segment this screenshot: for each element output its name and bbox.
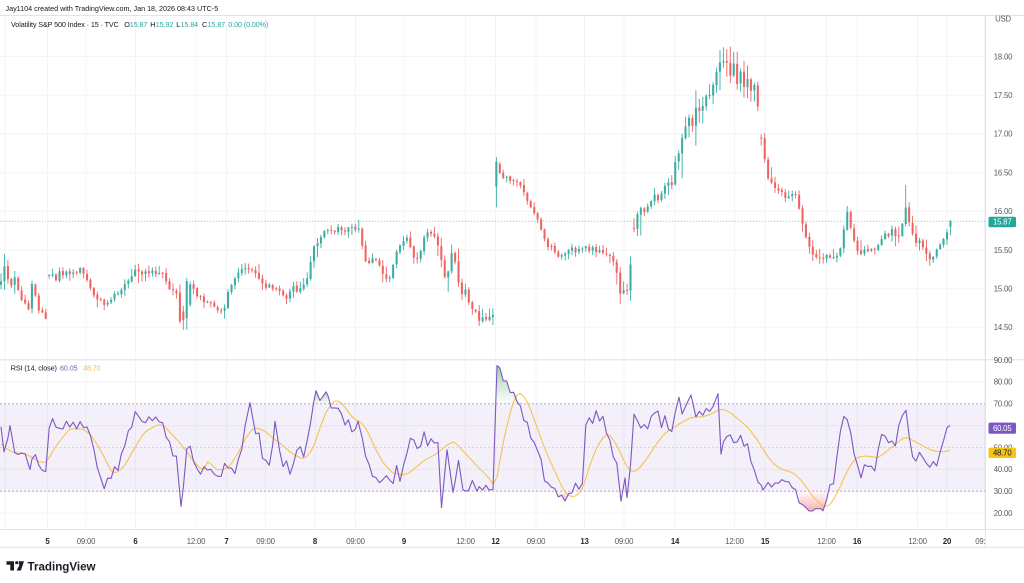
svg-text:09:00: 09:00 <box>77 537 96 546</box>
svg-text:15: 15 <box>761 537 770 546</box>
svg-text:7: 7 <box>224 537 228 546</box>
svg-text:80.00: 80.00 <box>994 378 1013 387</box>
svg-text:60.05: 60.05 <box>60 363 78 372</box>
svg-text:17.00: 17.00 <box>994 130 1013 139</box>
svg-text:12:00: 12:00 <box>908 537 927 546</box>
svg-text:6: 6 <box>133 537 138 546</box>
svg-text:09:00: 09:00 <box>527 537 546 546</box>
svg-text:15.92: 15.92 <box>156 20 174 29</box>
svg-text:60.05: 60.05 <box>993 424 1012 433</box>
svg-text:12:00: 12:00 <box>187 537 206 546</box>
svg-text:09:00: 09:00 <box>615 537 634 546</box>
svg-text:USD: USD <box>995 15 1011 24</box>
svg-text:20: 20 <box>943 537 952 546</box>
svg-text:15.87: 15.87 <box>130 20 148 29</box>
svg-text:09:00: 09:00 <box>256 537 275 546</box>
svg-text:14: 14 <box>671 537 680 546</box>
svg-text:15.84: 15.84 <box>181 20 199 29</box>
svg-text:17.50: 17.50 <box>994 91 1013 100</box>
svg-text:48.70: 48.70 <box>993 449 1012 458</box>
svg-text:16.50: 16.50 <box>994 168 1013 177</box>
svg-text:48.70: 48.70 <box>83 363 101 372</box>
svg-text:16: 16 <box>853 537 862 546</box>
svg-text:9: 9 <box>402 537 407 546</box>
svg-text:70.00: 70.00 <box>994 400 1013 409</box>
svg-text:H: H <box>150 20 155 29</box>
svg-text:0.00 (0.00%): 0.00 (0.00%) <box>228 20 268 29</box>
svg-text:15.87: 15.87 <box>993 218 1012 227</box>
svg-text:5: 5 <box>45 537 50 546</box>
svg-text:L: L <box>176 20 180 29</box>
svg-text:TradingView: TradingView <box>28 561 97 574</box>
svg-text:8: 8 <box>313 537 318 546</box>
svg-text:40.00: 40.00 <box>994 465 1013 474</box>
svg-text:18.00: 18.00 <box>994 52 1013 61</box>
svg-text:20.00: 20.00 <box>994 509 1013 518</box>
svg-text:12:00: 12:00 <box>725 537 744 546</box>
svg-text:12:00: 12:00 <box>817 537 836 546</box>
svg-text:Volatility S&P 500 Index · 15: Volatility S&P 500 Index · 15 · TVC <box>11 20 119 29</box>
svg-text:13: 13 <box>580 537 589 546</box>
svg-text:O: O <box>124 20 130 29</box>
svg-text:09:00: 09:00 <box>346 537 365 546</box>
svg-text:90.00: 90.00 <box>994 356 1013 365</box>
svg-text:12: 12 <box>491 537 500 546</box>
svg-text:30.00: 30.00 <box>994 487 1013 496</box>
svg-text:14.50: 14.50 <box>994 323 1013 332</box>
svg-text:C: C <box>202 20 207 29</box>
svg-text:RSI (14, close): RSI (14, close) <box>11 363 57 372</box>
svg-text:15.00: 15.00 <box>994 285 1013 294</box>
svg-text:16.00: 16.00 <box>994 207 1013 216</box>
svg-text:Jay1104 created with TradingVi: Jay1104 created with TradingView.com, Ja… <box>6 4 219 13</box>
svg-text:09:00: 09:00 <box>975 537 994 546</box>
svg-text:12:00: 12:00 <box>456 537 475 546</box>
svg-text:15.50: 15.50 <box>994 246 1013 255</box>
svg-text:15.87: 15.87 <box>208 20 226 29</box>
